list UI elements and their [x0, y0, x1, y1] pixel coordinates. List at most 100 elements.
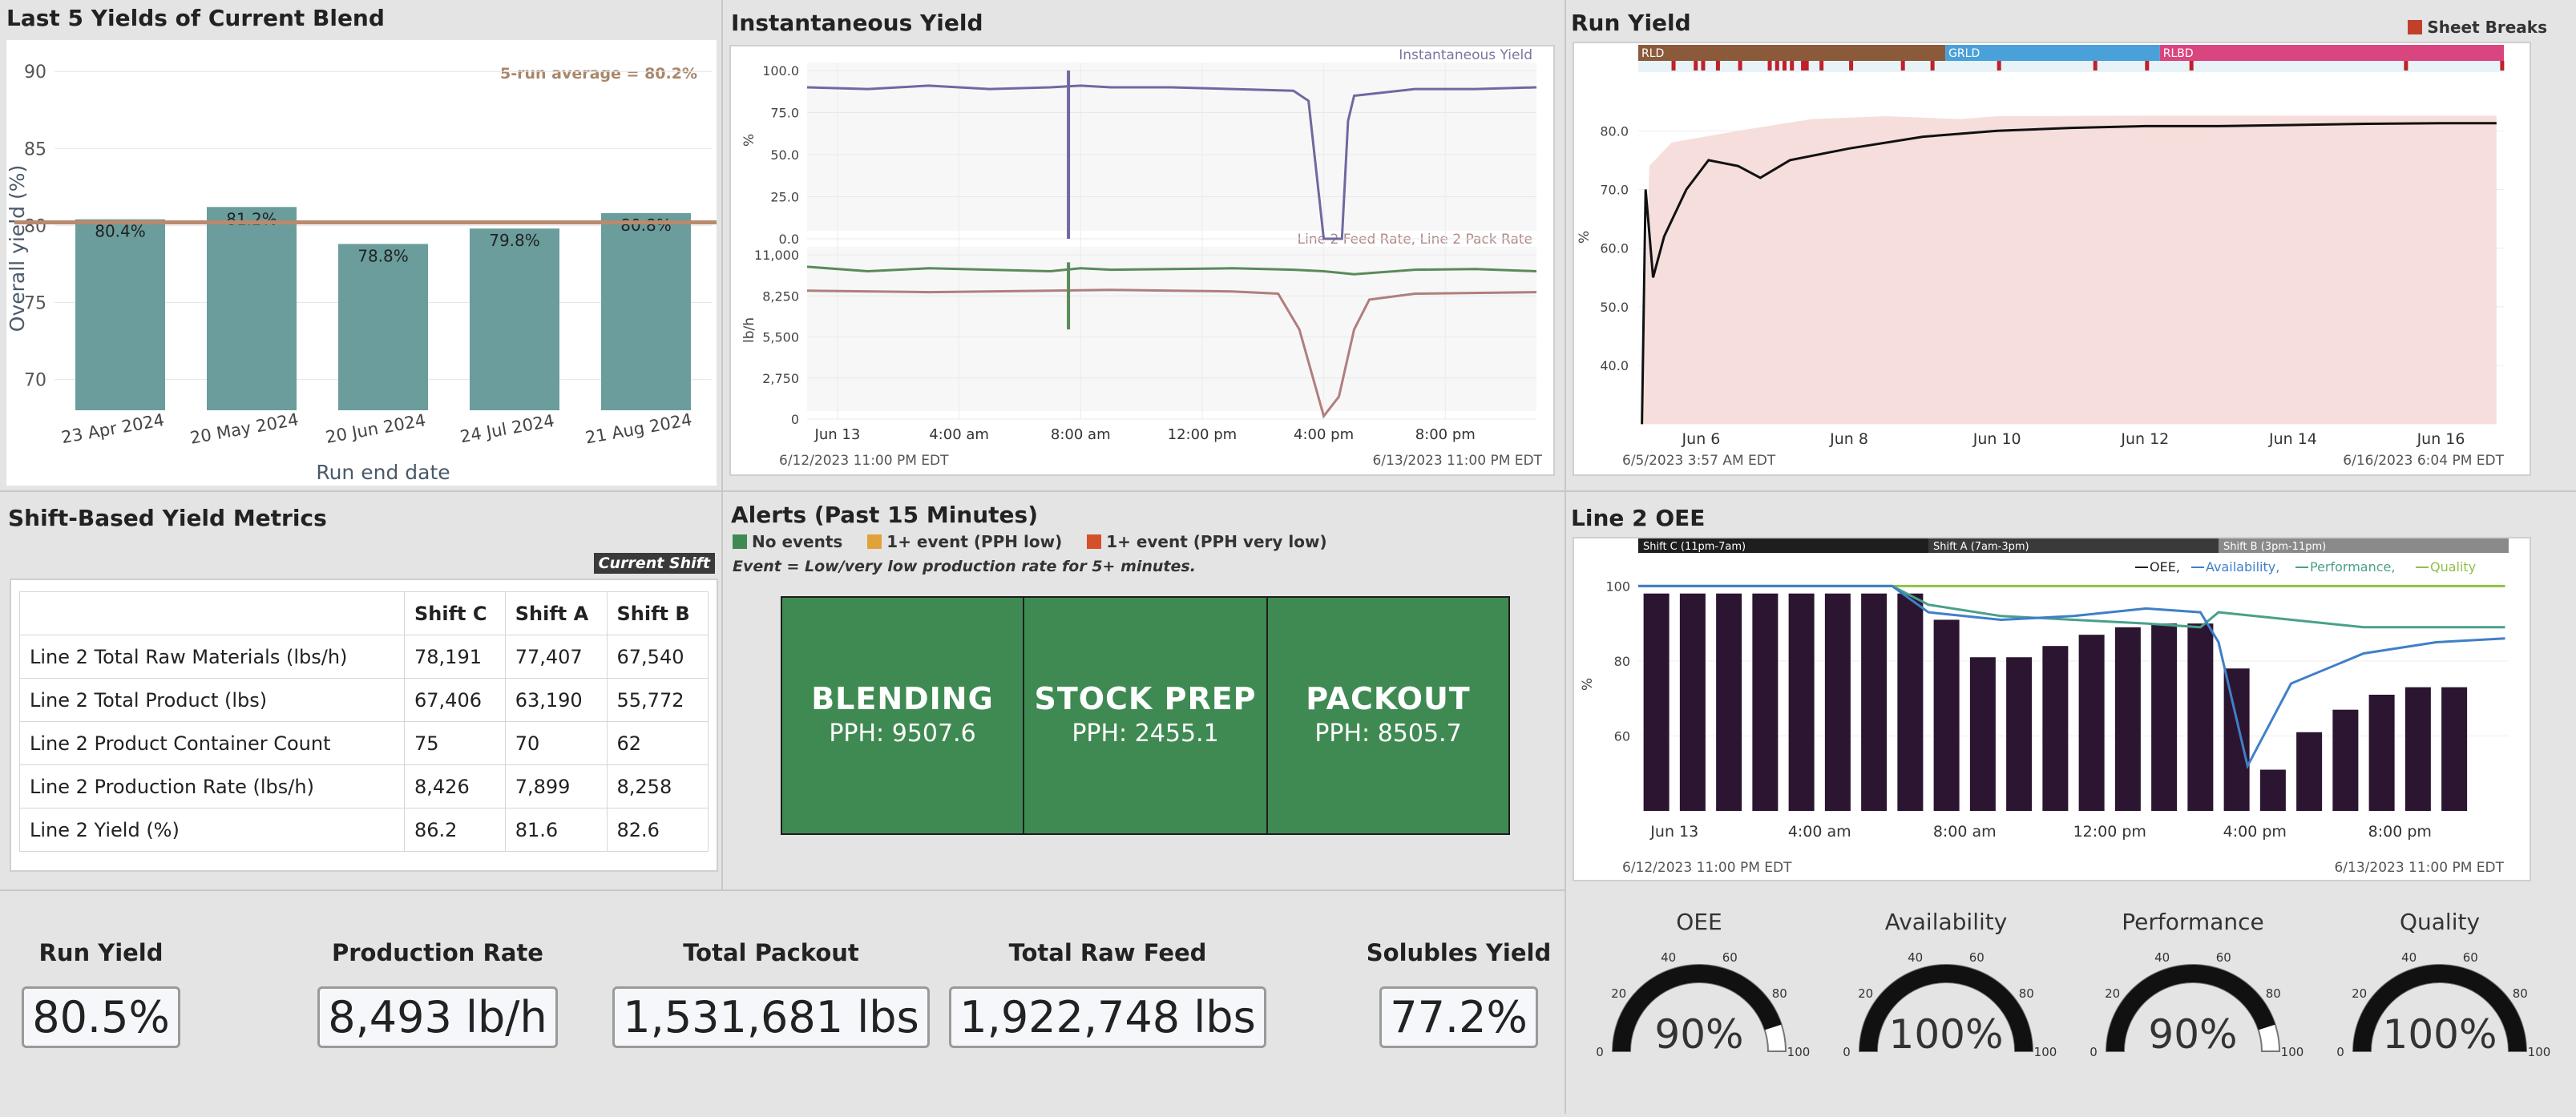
oee-xtick: 4:00 am	[1788, 823, 1851, 841]
table-cell: 8,258	[606, 764, 709, 809]
shift-band-label: Shift A (7am-3pm)	[1933, 541, 2029, 553]
gauge-tick: 60	[1722, 950, 1738, 965]
oee-bar	[1933, 619, 1960, 811]
kpi-1: Production Rate 8,493 lb/h	[261, 939, 614, 1048]
run-panel: Run Yield Sheet Breaks % 6/5/2023 3:57 A…	[1566, 0, 2576, 490]
feed-rate-line	[806, 265, 1537, 276]
yield-bar	[601, 213, 691, 410]
inst-y1-label: %	[741, 134, 757, 147]
legend-pph-very-low: 1+ event (PPH very low)	[1106, 532, 1327, 551]
yield-bar	[470, 228, 559, 410]
tile-stock-prep-name: STOCK PREP	[1034, 681, 1257, 716]
kpi-label: Solubles Yield	[1366, 939, 1552, 966]
table-cell: 78,191	[404, 635, 506, 679]
run-category-label: RLD	[1641, 47, 1664, 60]
run-chart: % 6/5/2023 3:57 AM EDT 6/16/2023 6:04 PM…	[1577, 45, 2505, 469]
inst-chart: Instantaneous Yield Line 2 Feed Rate, Li…	[741, 47, 1543, 469]
inst-title: Instantaneous Yield	[731, 10, 983, 36]
pph-very-low-swatch	[1087, 534, 1102, 549]
inst-ytick: 100.0	[762, 63, 799, 79]
run-ytick: 50.0	[1600, 300, 1629, 315]
run-xtick: Jun 8	[1829, 430, 1868, 448]
run-chart-box: % 6/5/2023 3:57 AM EDT 6/16/2023 6:04 PM…	[1573, 42, 2531, 476]
shift-panel: Shift-Based Yield Metrics Current Shift …	[0, 492, 721, 889]
tile-stock-prep-pph: PPH: 2455.1	[1072, 720, 1219, 748]
oee-bar	[1752, 593, 1779, 811]
alert-tiles: BLENDING PPH: 9507.6 STOCK PREP PPH: 2455.…	[781, 596, 1510, 835]
divider	[1565, 0, 1566, 1114]
inst-y2-label: lb/h	[741, 317, 757, 343]
run-category-label: GRLD	[1948, 47, 1980, 60]
run-ytick: 70.0	[1600, 183, 1629, 198]
inst-xtick: 8:00 am	[1051, 426, 1111, 443]
oee-bar	[2368, 695, 2395, 811]
yields-title: Last 5 Yields of Current Blend	[6, 5, 385, 31]
table-cell: 62	[606, 721, 709, 765]
run-start-label: 6/5/2023 3:57 AM EDT	[1622, 453, 1776, 469]
inst-ytick: 50.0	[770, 147, 799, 163]
tile-blending-name: BLENDING	[811, 681, 994, 716]
gauge-tick: 0	[1596, 1045, 1604, 1059]
inst-series1-label: Instantaneous Yield	[1399, 47, 1532, 63]
run-ytick: 60.0	[1600, 241, 1629, 256]
gauge-value: 90%	[2148, 1011, 2237, 1058]
run-category-label: RLBD	[2163, 47, 2194, 60]
oee-panel: Line 2 OEE % 6/12/2023 11:00 PM EDT 6/13…	[1566, 492, 2576, 881]
oee-bar	[1643, 593, 1670, 811]
pack-rate-line	[806, 288, 1537, 419]
divider	[721, 0, 723, 891]
inst-ytick: 8,250	[762, 288, 799, 304]
oee-legend-label: Performance,	[2310, 559, 2395, 575]
gauge-tick: 0	[1843, 1045, 1851, 1059]
yields-ytick: 90	[24, 63, 46, 83]
oee-xtick: 12:00 pm	[2073, 823, 2146, 841]
yields-avg-label: 5-run average = 80.2%	[500, 65, 697, 83]
gauge-tick: 60	[2216, 950, 2231, 965]
oee-ytick: 60	[1614, 728, 1630, 744]
gauge-tick: 0	[2089, 1045, 2098, 1059]
tile-blending[interactable]: BLENDING PPH: 9507.6	[781, 596, 1024, 835]
oee-bar	[2187, 623, 2214, 811]
table-cell: Line 2 Total Product (lbs)	[19, 678, 405, 722]
kpi-value: 1,531,681 lbs	[612, 986, 930, 1048]
yield-bar-label: 78.8%	[357, 246, 409, 265]
table-cell: Line 2 Product Container Count	[19, 721, 405, 765]
availability-line	[1638, 584, 2505, 770]
gauge-fill	[2353, 965, 2526, 1051]
yields-xtick: 21 Aug 2024	[583, 410, 693, 448]
table-cell: 82.6	[606, 808, 709, 852]
legend-no-events: No events	[752, 532, 843, 551]
pph-low-swatch	[867, 534, 882, 549]
kpi-label: Total Packout	[683, 939, 859, 966]
sheet-break-mark	[1900, 61, 1905, 71]
yield-series-line	[806, 84, 1537, 240]
sheet-break-mark	[1775, 61, 1779, 71]
oee-bar	[2296, 732, 2323, 811]
tile-packout[interactable]: PACKOUT PPH: 8505.7	[1266, 596, 1510, 835]
oee-xtick: 8:00 am	[1933, 823, 1997, 841]
run-category-band	[1638, 45, 1946, 61]
run-ytick: 80.0	[1600, 123, 1629, 139]
tile-stock-prep[interactable]: STOCK PREP PPH: 2455.1	[1023, 596, 1268, 835]
gauge-tick: 80	[2513, 986, 2528, 1001]
oee-bar	[1861, 593, 1888, 811]
kpi-value: 80.5%	[22, 986, 180, 1048]
run-xtick: Jun 12	[2120, 430, 2169, 448]
run-legend: Sheet Breaks	[2408, 18, 2547, 37]
kpi-value: 8,493 lb/h	[317, 986, 558, 1048]
table-cell: Line 2 Production Rate (lbs/h)	[19, 764, 405, 809]
run-category-band	[2159, 45, 2504, 61]
gauge-tick: 20	[1858, 986, 1873, 1001]
table-cell: 7,899	[504, 764, 608, 809]
shift-header-cell: Shift A	[504, 591, 608, 635]
gauge-tick: 80	[2019, 986, 2034, 1001]
oee-chart-box: % 6/12/2023 11:00 PM EDT 6/13/2023 11:00…	[1573, 537, 2531, 881]
yields-ylabel: Overall yield (%)	[6, 165, 29, 332]
oee-start-label: 6/12/2023 11:00 PM EDT	[1622, 860, 1792, 876]
gauge-tick: 80	[2266, 986, 2281, 1001]
inst-xtick: 8:00 pm	[1415, 426, 1476, 443]
inst-panel: Instantaneous Yield Instantaneous Yield …	[723, 0, 1565, 490]
gauge-tick: 60	[2463, 950, 2478, 965]
table-cell: 8,426	[404, 764, 506, 809]
oee-bar	[2332, 709, 2359, 811]
